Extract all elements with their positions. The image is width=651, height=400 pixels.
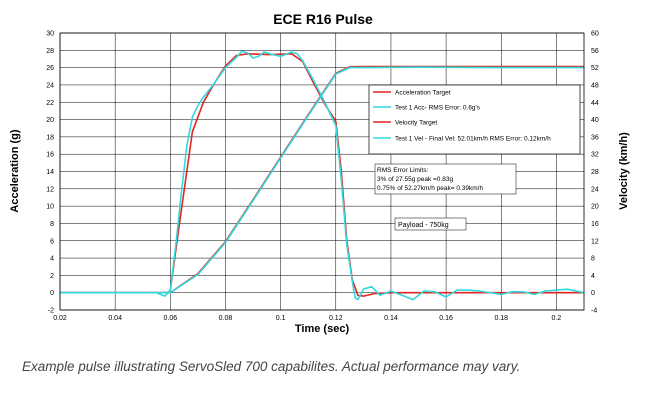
- y2-tick-label: 20: [591, 204, 599, 211]
- chart-title: ECE R16 Pulse: [273, 11, 373, 27]
- y-tick-label: 0: [50, 290, 54, 297]
- y-tick-label: 8: [50, 221, 54, 228]
- y-tick-label: 18: [46, 134, 54, 141]
- y2-tick-label: 40: [591, 117, 599, 124]
- y2-tick-label: 56: [591, 48, 599, 55]
- test-1-acc-line: [60, 50, 585, 301]
- y-tick-label: 16: [46, 152, 54, 159]
- payload-label: Payload - 750kg: [398, 222, 449, 229]
- rms-error-line-2: 0.75% of 52.27km/h peak= 0.39km/h: [377, 185, 483, 192]
- y-tick-label: 24: [46, 82, 54, 89]
- y-tick-label: 14: [46, 169, 54, 176]
- y2-tick-label: 32: [591, 152, 599, 159]
- x-tick-label: 0.02: [53, 315, 67, 322]
- y-tick-label: 2: [50, 273, 54, 280]
- x-tick-label: 0.2: [552, 315, 562, 322]
- legend-label: Velocity Target: [395, 120, 437, 127]
- y-tick-label: 20: [46, 117, 54, 124]
- figure-caption: Example pulse illustrating ServoSled 700…: [22, 359, 521, 374]
- y2-tick-label: 16: [591, 221, 599, 228]
- y-tick-label: 10: [46, 204, 54, 211]
- x-tick-label: 0.04: [108, 315, 122, 322]
- legend-label: Test 1 Vel - Final Vel: 52.01km/h RMS Er…: [395, 136, 551, 143]
- x-tick-label: 0.1: [276, 315, 286, 322]
- y2-tick-label: 4: [591, 273, 595, 280]
- rms-error-line-1: 3% of 27.55g peak =0.83g: [377, 176, 453, 183]
- y-tick-label: 22: [46, 100, 54, 107]
- x-tick-label: 0.06: [164, 315, 178, 322]
- legend: Acceleration Target Test 1 Acc- RMS Error…: [368, 84, 581, 155]
- y2-axis-label: Velocity (km/h): [618, 132, 630, 210]
- legend-box: [368, 84, 581, 155]
- payload-box: Payload - 750kg: [394, 217, 467, 231]
- x-tick-label: 0.14: [384, 315, 398, 322]
- y-tick-label: 4: [50, 256, 54, 263]
- y-tick-label: 6: [50, 238, 54, 245]
- series-lines: [60, 50, 585, 301]
- legend-label: Test 1 Acc- RMS Error: 0.6g's: [395, 105, 481, 112]
- y2-tick-label: 24: [591, 186, 599, 193]
- x-tick-label: 0.18: [494, 315, 508, 322]
- y2-tick-label: 8: [591, 256, 595, 263]
- y2-tick-label: -4: [591, 308, 597, 315]
- rms-error-box: RMS Error Limits: 3% of 27.55g peak =0.8…: [374, 163, 517, 195]
- rms-error-box-frame: [374, 163, 517, 195]
- test-1-vel-line: [60, 66, 584, 294]
- y-tick-label: 30: [46, 31, 54, 38]
- y-axis-label: Acceleration (g): [9, 129, 21, 212]
- y2-tick-label: 52: [591, 65, 599, 72]
- y-tick-label: -2: [48, 308, 54, 315]
- rms-error-title: RMS Error Limits:: [377, 167, 428, 174]
- y2-tick-label: 36: [591, 134, 599, 141]
- acceleration-target-line: [60, 52, 584, 297]
- chart: ECE R16 Pulse 0.02 0.04 0.06 0.08 0.1 0.12 0.1…: [9, 11, 630, 335]
- plot-frame: [59, 32, 585, 311]
- y-tick-label: 28: [46, 48, 54, 55]
- x-tick-label: 0.12: [329, 315, 343, 322]
- y2-tick-label: 60: [591, 31, 599, 38]
- x-tick-label: 0.08: [219, 315, 233, 322]
- y2-tick-label: 44: [591, 100, 599, 107]
- y2-tick-label: 12: [591, 238, 599, 245]
- y-tick-label: 12: [46, 186, 54, 193]
- x-axis-label: Time (sec): [295, 323, 350, 335]
- legend-label: Acceleration Target: [395, 90, 451, 97]
- y2-tick-label: 48: [591, 82, 599, 89]
- y-tick-label: 26: [46, 65, 54, 72]
- payload-box-frame: [394, 217, 467, 231]
- x-axis-ticks: 0.02 0.04 0.06 0.08 0.1 0.12 0.14 0.16 0.18 0.2: [53, 315, 561, 322]
- y2-tick-label: 0: [591, 290, 595, 297]
- y2-tick-label: 28: [591, 169, 599, 176]
- x-tick-label: 0.16: [439, 315, 453, 322]
